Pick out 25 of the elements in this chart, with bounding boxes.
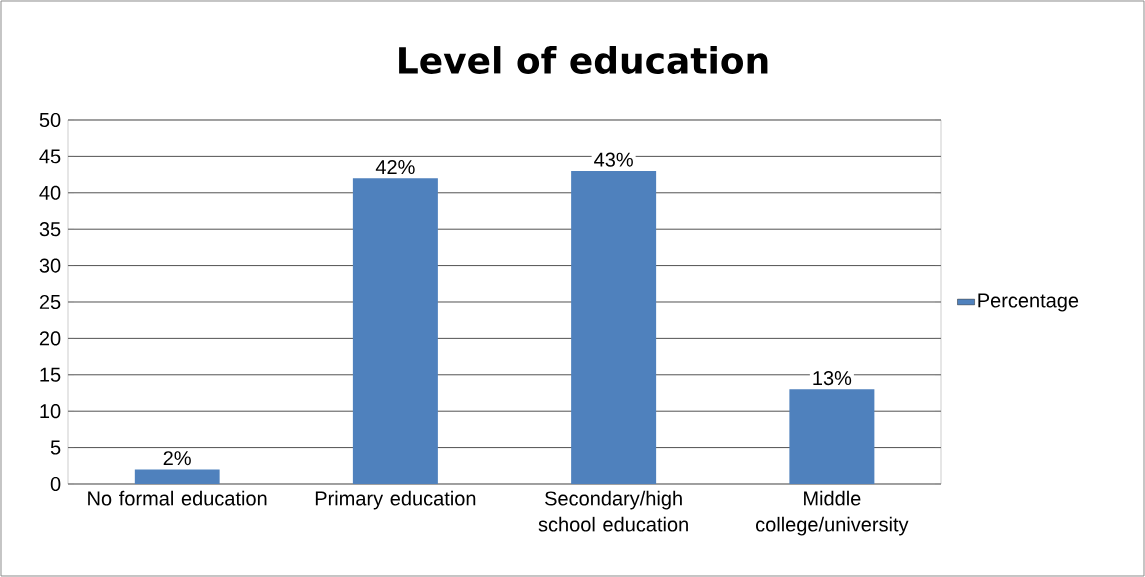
bar — [571, 170, 657, 484]
y-tick-label: 35 — [39, 222, 61, 237]
data-label: 13% — [813, 370, 852, 386]
y-tick-label: 5 — [50, 440, 61, 455]
x-tick-label: Middle college/university — [756, 490, 909, 536]
y-tick-label: 50 — [39, 112, 61, 128]
y-tick-label: 45 — [39, 149, 61, 164]
legend-label: Percentage — [978, 293, 1079, 312]
x-tick-label: Primary education — [315, 490, 476, 510]
y-tick-label: 0 — [50, 476, 61, 492]
x-tick-label: No formal education — [88, 490, 267, 506]
x-tick-label: Secondary/high school education — [538, 490, 688, 532]
bar — [134, 469, 220, 484]
y-tick-label: 25 — [39, 294, 61, 310]
data-label: 42% — [375, 159, 415, 175]
y-tick-label: 20 — [39, 331, 61, 346]
data-label: 43% — [594, 152, 633, 167]
bar — [352, 178, 438, 484]
y-tick-label: 30 — [39, 258, 61, 273]
data-label: 2% — [163, 451, 191, 466]
bar — [789, 389, 875, 484]
y-tick-label: 15 — [40, 367, 61, 382]
chart-title: Level of education — [399, 46, 768, 74]
y-tick-label: 40 — [39, 185, 61, 200]
y-tick-label: 10 — [40, 404, 61, 419]
